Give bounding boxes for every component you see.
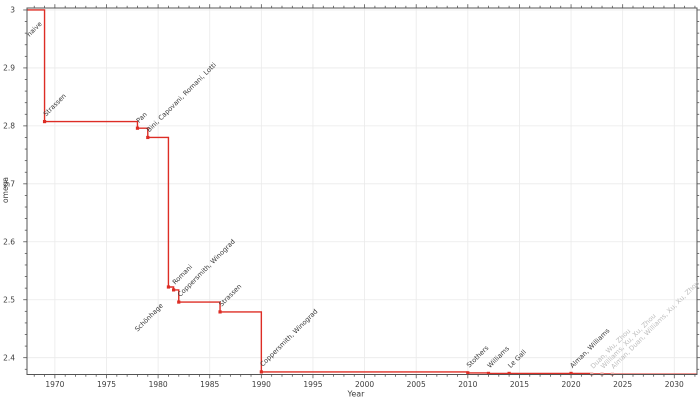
y-tick-label: 2.5: [3, 295, 15, 304]
x-tick-label: 2030: [665, 380, 684, 389]
y-tick-label: 2.8: [3, 121, 15, 130]
data-point-marker: [486, 371, 491, 375]
data-point-marker: [177, 300, 181, 304]
data-point-marker: [218, 310, 222, 314]
x-tick-label: 2000: [355, 380, 374, 389]
x-tick-label: 2015: [510, 380, 529, 389]
x-tick-label: 2005: [407, 380, 426, 389]
point-label: Alman, Duan, Williams, Xu, Xu, Zhou: [610, 279, 700, 370]
point-label: Williams, Xu, Xu, Zhou: [599, 312, 657, 370]
tick-layer: [23, 4, 700, 379]
point-label: Coppersmith, Winograd: [259, 308, 320, 369]
data-point-marker: [171, 288, 176, 292]
series-layer: [27, 9, 697, 376]
data-point-marker: [600, 372, 604, 376]
data-point-marker: [466, 371, 470, 375]
data-point-marker: [146, 135, 150, 140]
data-point-marker: [259, 370, 263, 374]
y-tick-label: 2.4: [3, 353, 15, 362]
x-tick-label: 1975: [97, 380, 116, 389]
point-label: Bini, Capovani, Romani, Lotti: [145, 61, 218, 134]
x-tick-label: 1990: [252, 380, 271, 389]
plot-frame: [26, 7, 698, 375]
point-label: Schönhage: [133, 302, 165, 334]
y-tick-label: 2.7: [3, 179, 15, 188]
point-label: Strassen: [217, 282, 243, 308]
x-tick-label: 2020: [562, 380, 581, 389]
frame-layer: [26, 7, 698, 375]
x-tick-label: 1995: [303, 380, 322, 389]
x-tick-label: 2025: [613, 380, 632, 389]
initial-segment-label: naive: [25, 20, 43, 38]
data-point-marker: [42, 119, 47, 124]
data-point-marker: [166, 285, 171, 289]
grid-layer: [27, 8, 697, 375]
x-axis-label: Year: [347, 390, 366, 399]
y-tick-label: 2.9: [3, 64, 15, 73]
tick-label-layer: 1970 1975 1980 1985 1990 1995 2000 2005 2010 2015…: [3, 6, 684, 389]
x-tick-label: 2010: [458, 380, 477, 389]
data-point-marker: [507, 371, 511, 376]
y-tick-label: 3: [10, 6, 15, 15]
y-axis-label: omega: [1, 177, 10, 203]
data-point-marker: [569, 371, 573, 376]
x-tick-label: 1985: [200, 380, 219, 389]
x-tick-label: 1970: [45, 380, 64, 389]
omega-step-line: [27, 9, 697, 375]
data-point-marker: [135, 126, 140, 130]
y-tick-label: 2.6: [3, 237, 15, 246]
x-tick-label: 1980: [149, 380, 168, 389]
data-point-marker: [590, 372, 594, 376]
